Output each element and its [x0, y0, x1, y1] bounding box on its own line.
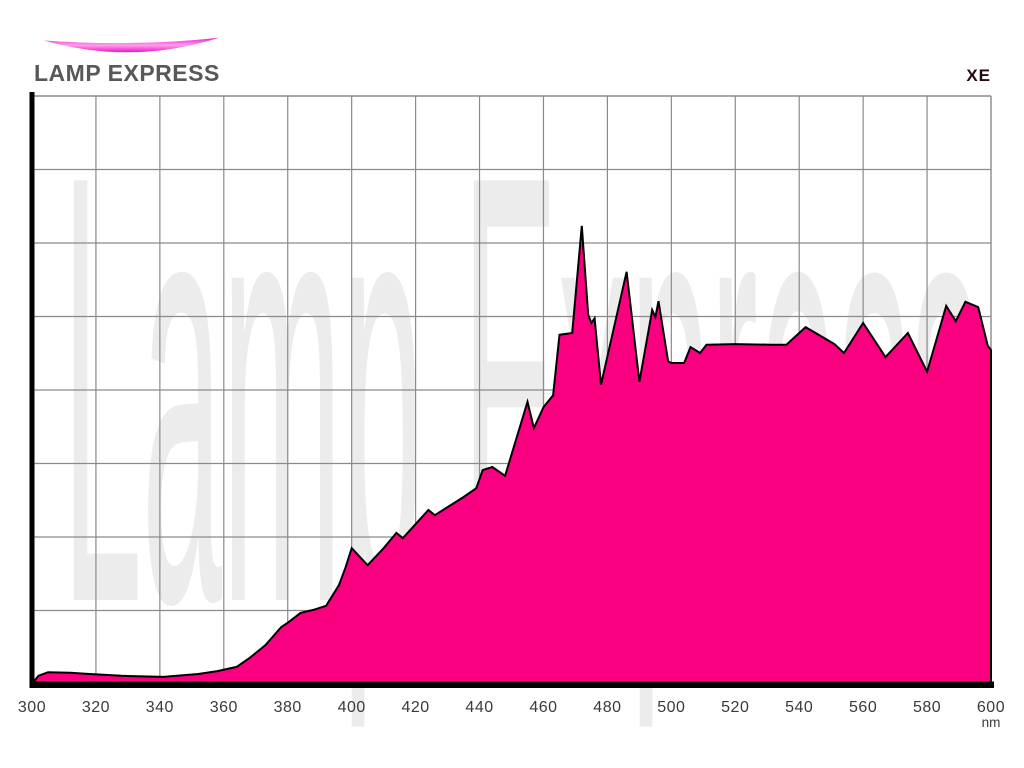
spectrum-area	[29, 225, 992, 685]
x-tick-label: 400	[338, 699, 366, 716]
x-tick-label: 580	[913, 699, 941, 716]
x-tick-label: 320	[82, 699, 110, 716]
lamp-type-label: XE	[966, 66, 991, 85]
x-tick-label: 560	[849, 699, 877, 716]
x-tick-label: 380	[274, 699, 302, 716]
x-tick-label: 420	[401, 699, 429, 716]
brand-name: LAMP EXPRESS	[34, 60, 220, 86]
x-tick-label: 340	[146, 699, 174, 716]
x-tick-label: 500	[657, 699, 685, 716]
x-axis	[29, 681, 994, 688]
x-tick-label: 480	[593, 699, 621, 716]
x-tick-label: 460	[529, 699, 557, 716]
brand-swoosh-icon	[43, 37, 220, 53]
x-tick-label: 440	[465, 699, 493, 716]
x-tick-label: 600	[977, 699, 1005, 716]
brand-logo: LAMP EXPRESS	[34, 34, 234, 87]
x-tick-label: 520	[721, 699, 749, 716]
x-unit-label: nm	[982, 715, 1001, 730]
y-axis	[29, 92, 35, 688]
x-tick-label: 300	[18, 699, 46, 716]
x-tick-label: 540	[785, 699, 813, 716]
x-tick-label: 360	[210, 699, 238, 716]
